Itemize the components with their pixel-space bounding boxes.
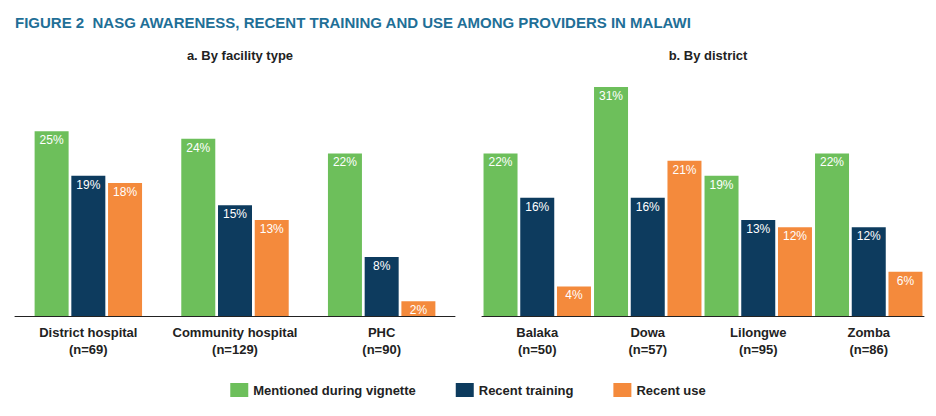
svg-text:31%: 31% [599, 89, 623, 103]
svg-text:Recent training: Recent training [479, 383, 574, 398]
svg-text:19%: 19% [76, 178, 100, 192]
svg-text:(n=129): (n=129) [212, 342, 258, 357]
svg-text:24%: 24% [186, 141, 210, 155]
svg-text:19%: 19% [710, 178, 734, 192]
svg-text:(n=86): (n=86) [849, 342, 888, 357]
svg-text:(n=95): (n=95) [739, 342, 778, 357]
svg-text:22%: 22% [489, 155, 513, 169]
svg-text:21%: 21% [672, 163, 696, 177]
svg-text:(n=69): (n=69) [69, 342, 108, 357]
svg-text:2%: 2% [410, 303, 428, 317]
svg-text:22%: 22% [820, 155, 844, 169]
svg-text:Lilongwe: Lilongwe [730, 325, 786, 340]
svg-text:4%: 4% [565, 288, 583, 302]
svg-text:13%: 13% [260, 222, 284, 236]
svg-text:Balaka: Balaka [516, 325, 559, 340]
svg-text:16%: 16% [525, 200, 549, 214]
svg-text:FIGURE 2 NASG AWARENESS, RECE: FIGURE 2 NASG AWARENESS, RECENT TRAINING… [15, 14, 691, 31]
svg-text:(n=50): (n=50) [518, 342, 557, 357]
svg-text:6%: 6% [897, 274, 915, 288]
svg-text:(n=90): (n=90) [362, 342, 401, 357]
svg-text:12%: 12% [857, 229, 881, 243]
svg-text:Mentioned during vignette: Mentioned during vignette [253, 383, 416, 398]
svg-text:Dowa: Dowa [630, 325, 665, 340]
svg-text:b. By district: b. By district [669, 48, 748, 63]
svg-text:25%: 25% [40, 133, 64, 147]
svg-text:8%: 8% [373, 259, 391, 273]
svg-text:(n=57): (n=57) [628, 342, 667, 357]
svg-text:Zomba: Zomba [847, 325, 890, 340]
svg-text:22%: 22% [333, 155, 357, 169]
svg-text:18%: 18% [113, 185, 137, 199]
svg-text:16%: 16% [636, 200, 660, 214]
svg-text:13%: 13% [746, 222, 770, 236]
svg-text:Community hospital: Community hospital [173, 325, 298, 340]
svg-text:12%: 12% [783, 229, 807, 243]
svg-text:a. By facility type: a. By facility type [187, 48, 293, 63]
svg-text:Recent use: Recent use [636, 383, 705, 398]
svg-text:15%: 15% [223, 207, 247, 221]
svg-text:PHC: PHC [368, 325, 396, 340]
svg-text:District hospital: District hospital [39, 325, 137, 340]
